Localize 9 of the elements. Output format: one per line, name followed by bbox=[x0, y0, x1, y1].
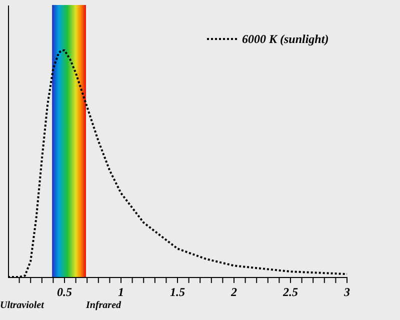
x-tick-label: 2 bbox=[230, 285, 237, 299]
text: Ultraviolet bbox=[0, 300, 46, 311]
x-tick-label: 1.5 bbox=[170, 285, 185, 299]
x-tick-label: 0.5 bbox=[57, 285, 72, 299]
text: Infrared bbox=[85, 300, 122, 311]
x-tick-label: 2.5 bbox=[282, 285, 298, 299]
x-tick-label: 1 bbox=[118, 285, 124, 299]
x-tick-label: 3 bbox=[343, 285, 350, 299]
legend-label: 6000 K (sunlight) bbox=[242, 32, 329, 46]
